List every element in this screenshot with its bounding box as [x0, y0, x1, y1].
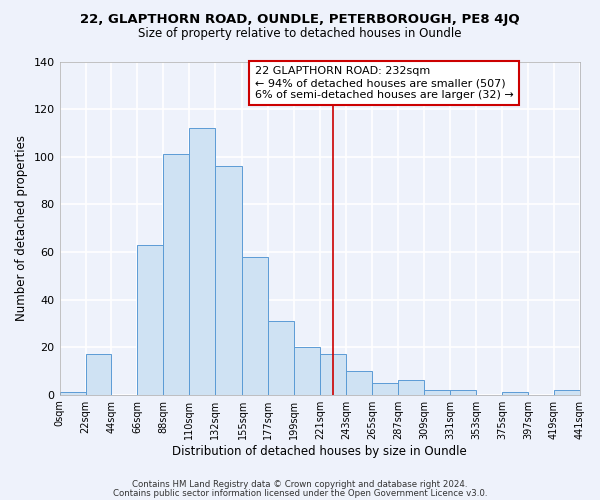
- Bar: [163, 154, 190, 394]
- Bar: [86, 354, 112, 395]
- Bar: [242, 256, 268, 394]
- Text: 22, GLAPTHORN ROAD, OUNDLE, PETERBOROUGH, PE8 4JQ: 22, GLAPTHORN ROAD, OUNDLE, PETERBOROUGH…: [80, 12, 520, 26]
- Bar: [320, 354, 346, 395]
- Text: Contains HM Land Registry data © Crown copyright and database right 2024.: Contains HM Land Registry data © Crown c…: [132, 480, 468, 489]
- Bar: [215, 166, 242, 394]
- Bar: [137, 245, 163, 394]
- Y-axis label: Number of detached properties: Number of detached properties: [15, 135, 28, 321]
- Bar: [295, 347, 320, 395]
- Bar: [190, 128, 215, 394]
- Bar: [554, 390, 580, 394]
- Bar: [59, 392, 86, 394]
- Bar: [450, 390, 476, 394]
- Text: Contains public sector information licensed under the Open Government Licence v3: Contains public sector information licen…: [113, 489, 487, 498]
- Bar: [346, 371, 372, 394]
- Bar: [398, 380, 424, 394]
- Bar: [424, 390, 450, 394]
- Text: Size of property relative to detached houses in Oundle: Size of property relative to detached ho…: [138, 28, 462, 40]
- Bar: [268, 321, 295, 394]
- Bar: [372, 383, 398, 394]
- Bar: [502, 392, 528, 394]
- X-axis label: Distribution of detached houses by size in Oundle: Distribution of detached houses by size …: [172, 444, 467, 458]
- Text: 22 GLAPTHORN ROAD: 232sqm
← 94% of detached houses are smaller (507)
6% of semi-: 22 GLAPTHORN ROAD: 232sqm ← 94% of detac…: [255, 66, 514, 100]
